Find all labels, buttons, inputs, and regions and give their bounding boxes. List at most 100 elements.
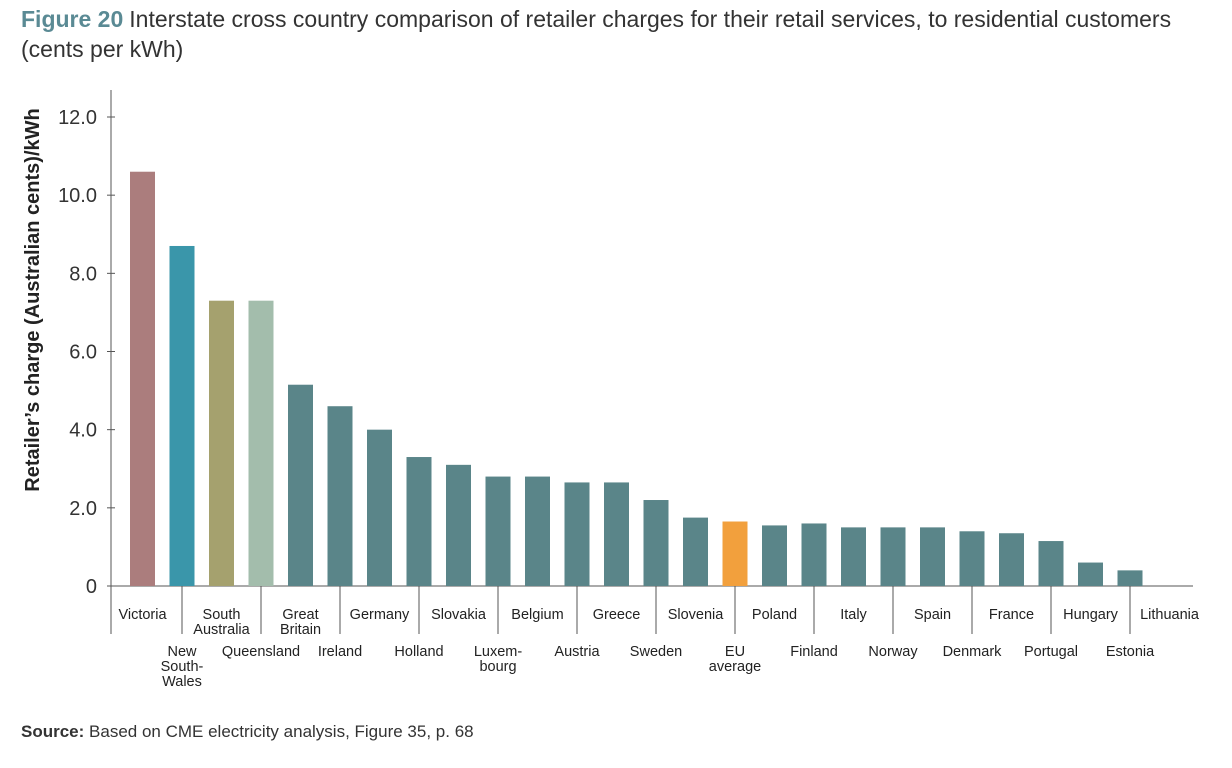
category-label-line: New <box>167 644 197 660</box>
category-label-line: Britain <box>280 622 321 638</box>
category-label-line: Portugal <box>1024 644 1078 660</box>
category-label: France <box>989 607 1034 623</box>
category-label: Hungary <box>1063 607 1119 623</box>
bar <box>999 533 1024 586</box>
category-label-line: Luxem- <box>474 644 523 660</box>
bar <box>485 476 511 586</box>
category-label: Lithuania <box>1140 607 1200 623</box>
category-label-line: Belgium <box>511 607 563 623</box>
category-label-line: France <box>989 607 1034 623</box>
category-label-line: Wales <box>162 674 202 690</box>
bar <box>169 245 195 586</box>
category-label-line: Australia <box>193 622 250 638</box>
category-label-line: Greece <box>593 607 641 623</box>
y-tick-label: 4.0 <box>69 420 97 442</box>
bar <box>762 525 787 586</box>
bar <box>920 527 945 586</box>
category-label-line: bourg <box>479 659 516 675</box>
bar <box>327 406 353 586</box>
bar <box>801 523 827 586</box>
bar <box>959 531 985 586</box>
category-label: Slovenia <box>668 607 725 623</box>
y-axis-title: Retailer’s charge (Australian cents)/kWh <box>22 108 44 491</box>
category-label: Germany <box>350 607 410 623</box>
y-tick-label: 8.0 <box>69 263 97 285</box>
category-label-line: Italy <box>840 607 867 623</box>
category-label: Ireland <box>318 644 362 660</box>
category-label: Slovakia <box>431 607 487 623</box>
y-tick-label: 12.0 <box>58 107 97 129</box>
bar <box>841 527 866 586</box>
category-label-line: Victoria <box>118 607 167 623</box>
bar <box>248 300 274 586</box>
category-label: Finland <box>790 644 838 660</box>
category-label-line: Poland <box>752 607 797 623</box>
bar <box>130 171 155 586</box>
source-note: Source: Based on CME electricity analysi… <box>21 722 474 742</box>
category-label: Greece <box>593 607 641 623</box>
bar <box>643 500 669 586</box>
bar <box>1078 562 1103 586</box>
bar <box>446 464 471 586</box>
category-label: Belgium <box>511 607 563 623</box>
bar <box>525 476 550 586</box>
category-label: Poland <box>752 607 797 623</box>
bar <box>406 457 432 586</box>
bar <box>209 300 234 586</box>
figure-label: Figure 20 <box>21 6 124 32</box>
category-label: South Australia <box>193 607 250 638</box>
category-label-line: South- <box>161 659 204 675</box>
category-label-line: Austria <box>554 644 600 660</box>
y-tick-label: 10.0 <box>58 185 97 207</box>
category-label: Sweden <box>630 644 682 660</box>
bar <box>367 429 392 586</box>
category-label-line: Hungary <box>1063 607 1119 623</box>
category-label: Estonia <box>1106 644 1155 660</box>
y-tick-label: 2.0 <box>69 498 97 520</box>
category-label: Victoria <box>118 607 167 623</box>
bar <box>604 482 629 586</box>
figure-title-text: Interstate cross country comparison of r… <box>21 6 1172 62</box>
category-label-line: Holland <box>394 644 443 660</box>
category-label: Italy <box>840 607 867 623</box>
category-label: Luxem-bourg <box>474 644 523 675</box>
source-text: Based on CME electricity analysis, Figur… <box>89 722 474 741</box>
category-label-line: EU <box>725 644 745 660</box>
category-label: Denmark <box>943 644 1003 660</box>
category-label-line: Estonia <box>1106 644 1155 660</box>
figure-title: Figure 20 Interstate cross country compar… <box>21 4 1201 64</box>
category-label: EU average <box>709 644 761 675</box>
bar <box>1117 570 1143 586</box>
bar <box>564 482 590 586</box>
category-label-line: Denmark <box>943 644 1003 660</box>
bar <box>288 384 313 586</box>
category-label: New South-Wales <box>161 644 204 690</box>
category-label-line: South <box>203 607 241 623</box>
category-label-line: Finland <box>790 644 838 660</box>
category-label-line: Slovenia <box>668 607 725 623</box>
category-label-line: Norway <box>868 644 918 660</box>
bar <box>880 527 906 586</box>
category-label: Queensland <box>222 644 300 660</box>
category-label-line: Ireland <box>318 644 362 660</box>
bar <box>683 517 708 586</box>
y-tick-label: 0 <box>86 576 97 598</box>
category-label-line: Sweden <box>630 644 682 660</box>
category-label: Spain <box>914 607 951 623</box>
category-label-line: Slovakia <box>431 607 487 623</box>
category-label-line: Spain <box>914 607 951 623</box>
category-label-line: average <box>709 659 761 675</box>
category-label: Holland <box>394 644 443 660</box>
category-label-line: Germany <box>350 607 410 623</box>
bar <box>722 521 748 586</box>
category-label-line: Queensland <box>222 644 300 660</box>
category-label: Austria <box>554 644 600 660</box>
source-label: Source: <box>21 722 85 741</box>
category-label-line: Lithuania <box>1140 607 1200 623</box>
bar <box>1038 541 1064 586</box>
category-label-line: Great <box>282 607 318 623</box>
category-label: Norway <box>868 644 918 660</box>
y-tick-label: 6.0 <box>69 342 97 364</box>
category-label: Great Britain <box>280 607 321 638</box>
